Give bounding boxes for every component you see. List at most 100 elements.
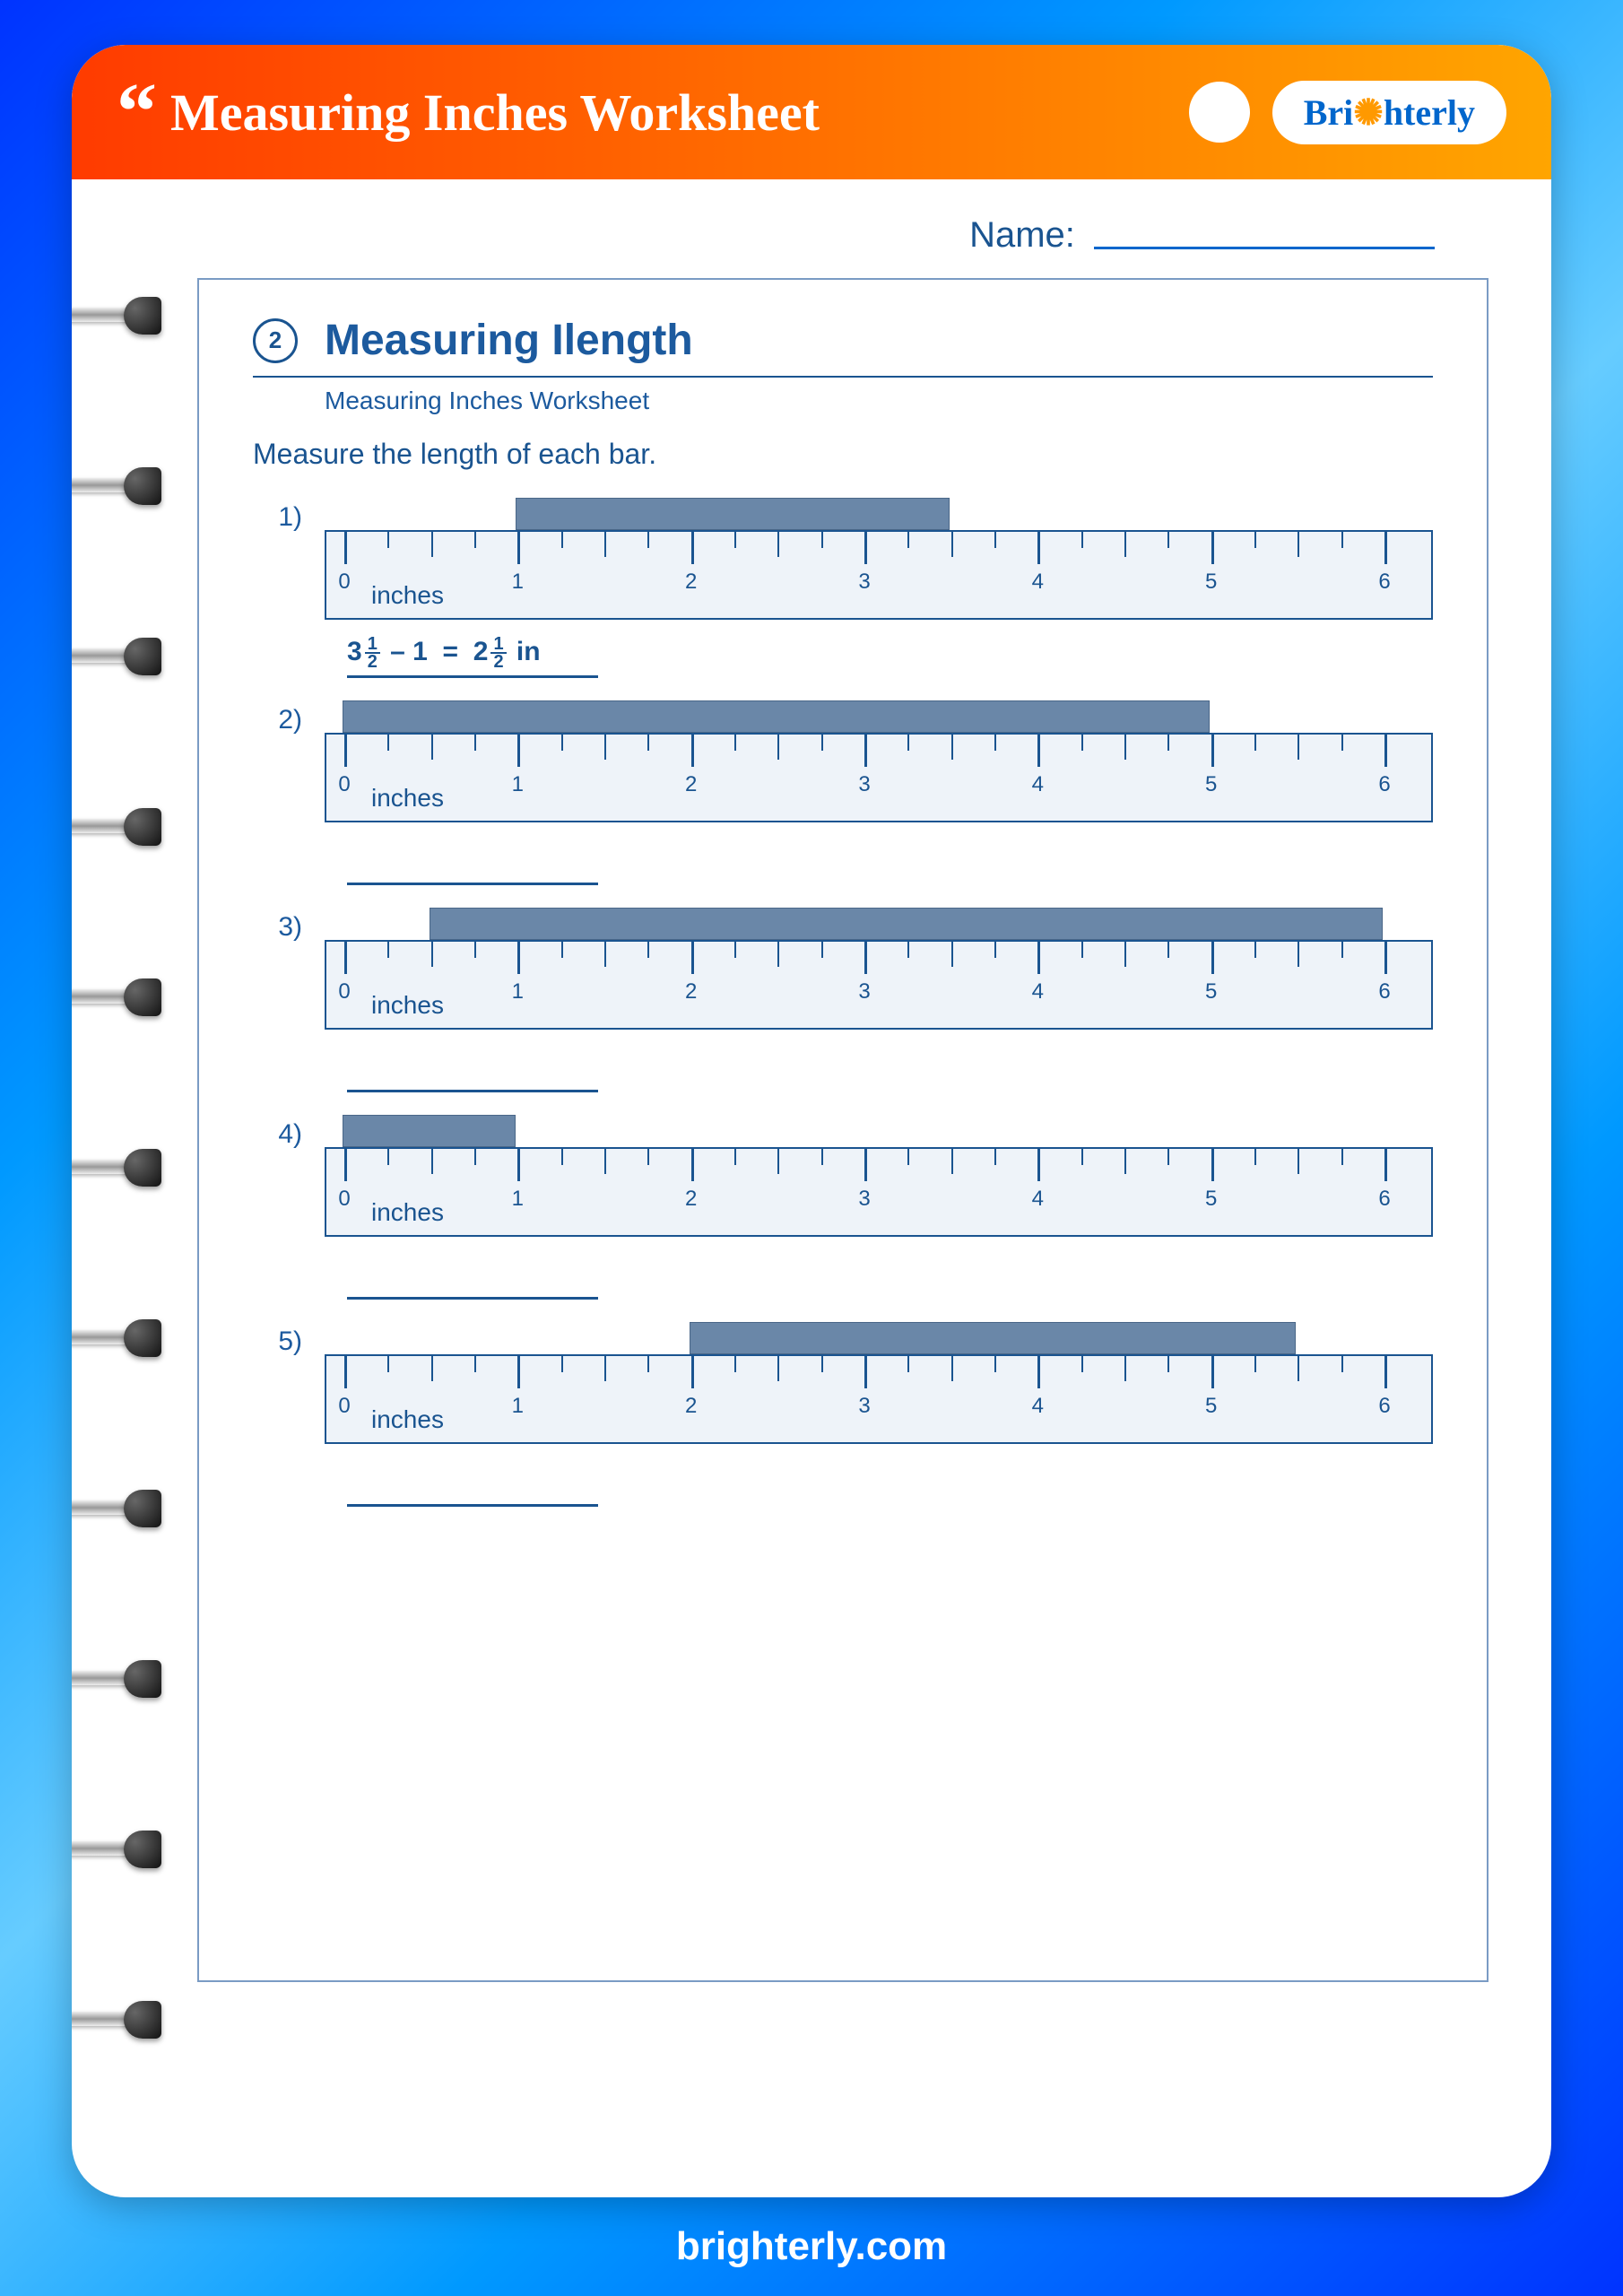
tick-half [1124, 735, 1126, 760]
tick-quarter [647, 1149, 649, 1165]
tick-label: 3 [858, 1394, 870, 1419]
tick-quarter [387, 1356, 389, 1372]
problem: 2)0123456inches [253, 700, 1433, 885]
tick-major [864, 1356, 867, 1388]
ans-minus: – 1 [390, 637, 428, 666]
tick-major [864, 1149, 867, 1181]
tick-label: 4 [1032, 570, 1044, 595]
tick-half [1298, 1149, 1299, 1174]
tick-half [951, 532, 953, 557]
tick-half [777, 1149, 779, 1174]
tick-half [604, 1356, 606, 1381]
spiral-ring [72, 1144, 161, 1193]
answer-blank[interactable] [347, 1057, 598, 1092]
tick-quarter [821, 1356, 823, 1372]
problem: 1)0123456inches312 – 1 = 212 in [253, 498, 1433, 678]
tick-label: 2 [685, 979, 697, 1004]
tick-label: 2 [685, 1394, 697, 1419]
tick-major [344, 942, 347, 974]
tick-major [517, 532, 520, 564]
tick-half [431, 735, 433, 760]
tick-major [691, 1149, 694, 1181]
problem-number: 4) [253, 1115, 325, 1150]
tick-label: 5 [1205, 772, 1217, 797]
tick-label: 4 [1032, 979, 1044, 1004]
spiral-cap [124, 1319, 161, 1357]
tick-quarter [821, 942, 823, 958]
tick-quarter [734, 1149, 736, 1165]
name-label: Name: [969, 215, 1075, 255]
measured-bar [343, 1115, 516, 1147]
tick-label: 3 [858, 570, 870, 595]
tick-half [1124, 1149, 1126, 1174]
tick-major [344, 532, 347, 564]
tick-major [691, 1356, 694, 1388]
tick-major [1211, 942, 1214, 974]
tick-quarter [1081, 1356, 1083, 1372]
answer-blank[interactable] [347, 1471, 598, 1507]
spiral-ring [72, 803, 161, 852]
spiral-cap [124, 808, 161, 846]
footer-url: brighterly.com [0, 2197, 1623, 2296]
tick-quarter [1341, 1149, 1343, 1165]
tick-quarter [994, 1356, 996, 1372]
tick-quarter [734, 942, 736, 958]
problem-number: 5) [253, 1322, 325, 1357]
problem-body: 0123456inches [325, 700, 1433, 822]
tick-major [1211, 532, 1214, 564]
tick-label: 4 [1032, 772, 1044, 797]
tick-quarter [1254, 735, 1256, 751]
tick-quarter [907, 735, 909, 751]
tick-major [1037, 532, 1040, 564]
ans-whole-b: 2 [473, 637, 489, 666]
problem-body: 0123456inches [325, 908, 1433, 1030]
spiral-cap [124, 1490, 161, 1527]
tick-half [951, 942, 953, 967]
tick-half [777, 942, 779, 967]
tick-major [1211, 1149, 1214, 1181]
tick-label: 4 [1032, 1394, 1044, 1419]
tick-label: 3 [858, 979, 870, 1004]
tick-half [1298, 532, 1299, 557]
tick-label: 4 [1032, 1187, 1044, 1212]
problem-number: 2) [253, 700, 325, 735]
tick-major [1384, 1149, 1387, 1181]
tick-quarter [1167, 1356, 1169, 1372]
tick-major [1037, 942, 1040, 974]
problem-body: 0123456inches [325, 498, 1433, 620]
tick-quarter [1341, 942, 1343, 958]
tick-quarter [1081, 942, 1083, 958]
tick-quarter [1254, 532, 1256, 548]
problem-body: 0123456inches [325, 1322, 1433, 1444]
inches-label: inches [371, 991, 444, 1020]
tick-quarter [994, 1149, 996, 1165]
tick-quarter [561, 1356, 563, 1372]
section-subtitle: Measuring Inches Worksheet [325, 387, 1433, 415]
problem-number: 3) [253, 908, 325, 943]
name-input-line[interactable] [1094, 224, 1435, 249]
tick-quarter [1341, 735, 1343, 751]
problem-body: 0123456inches [325, 1115, 1433, 1237]
tick-quarter [1167, 532, 1169, 548]
tick-quarter [734, 532, 736, 548]
tick-half [951, 735, 953, 760]
tick-label: 5 [1205, 570, 1217, 595]
ans-frac-a-den: 2 [365, 654, 380, 670]
answer-blank[interactable] [347, 1264, 598, 1300]
content-area: Name: 2 Measuring Ilength Measuring Inch… [72, 179, 1551, 2018]
tick-half [431, 1149, 433, 1174]
tick-quarter [821, 1149, 823, 1165]
tick-major [344, 1149, 347, 1181]
spiral-ring [72, 1996, 161, 2045]
spiral-ring [72, 462, 161, 511]
tick-half [604, 1149, 606, 1174]
answer-blank[interactable] [347, 849, 598, 885]
tick-quarter [387, 942, 389, 958]
header-title: Measuring Inches Worksheet [170, 83, 1189, 143]
tick-label: 2 [685, 1187, 697, 1212]
tick-label: 0 [338, 1187, 350, 1212]
inches-label: inches [371, 1405, 444, 1434]
tick-major [517, 735, 520, 767]
ruler: 0123456inches [325, 1354, 1433, 1444]
header-bar: “ Measuring Inches Worksheet Bri✺hterly [72, 45, 1551, 179]
